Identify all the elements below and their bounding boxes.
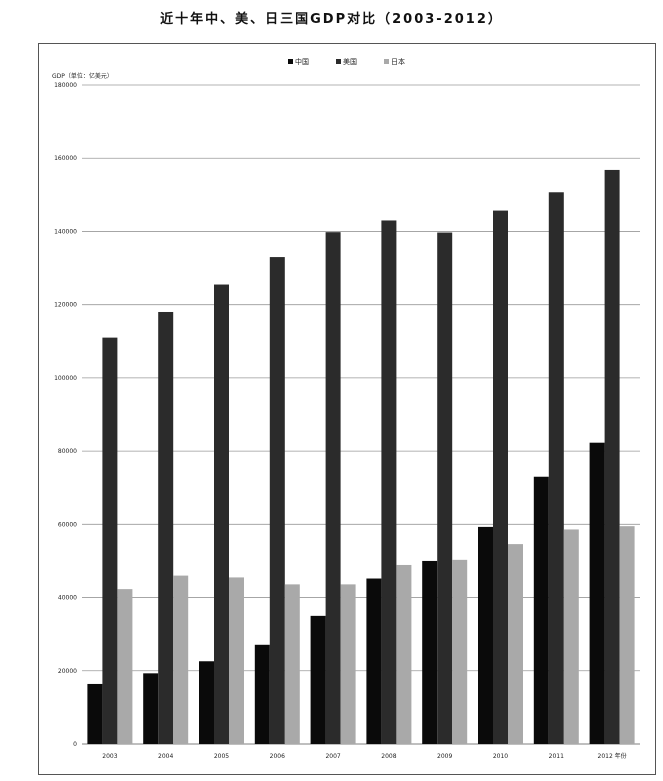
bar-中国-2009	[422, 560, 438, 744]
bar-美国-2007	[325, 232, 341, 744]
bar-日本-2008	[396, 564, 412, 744]
bar-中国-2006	[254, 644, 270, 744]
bar-日本-2011	[563, 529, 579, 744]
x-tick-label: 2012 年份	[598, 752, 627, 760]
bar-美国-2010	[493, 210, 508, 744]
bar-美国-2004	[158, 311, 174, 744]
bar-美国-2005	[214, 284, 229, 744]
x-tick-label: 2010	[493, 753, 508, 760]
bar-日本-2009	[452, 559, 468, 744]
bar-中国-2008	[366, 578, 382, 744]
bar-中国-2004	[143, 673, 159, 744]
bar-日本-2006	[284, 584, 300, 744]
bar-美国-2008	[381, 220, 397, 744]
x-tick-label: 2008	[381, 753, 396, 760]
y-tick-label: 180000	[54, 82, 77, 89]
y-tick-label: 60000	[58, 521, 77, 528]
y-tick-label: 140000	[54, 228, 77, 235]
bars	[87, 169, 635, 745]
legend-label-日本: 日本	[391, 57, 405, 66]
x-tick-label: 2003	[102, 753, 117, 760]
legend: 中国 美国 日本	[288, 57, 405, 66]
x-tick-label: 2007	[325, 753, 340, 760]
bar-中国-2011	[533, 476, 549, 744]
chart-title: 近十年中、美、日三国GDP对比（2003-2012）	[160, 12, 503, 27]
x-tick-label: 2005	[214, 753, 229, 760]
y-tick-label: 20000	[58, 668, 77, 675]
bar-日本-2012	[619, 526, 635, 744]
bar-中国-2010	[478, 526, 493, 744]
x-tick-label: 2009	[437, 753, 452, 760]
bar-中国-2005	[199, 661, 214, 744]
y-tick-label: 80000	[58, 448, 77, 455]
bar-日本-2007	[340, 584, 356, 744]
legend-swatch-美国	[336, 59, 341, 64]
bar-日本-2005	[229, 577, 244, 744]
chart-frame	[38, 43, 656, 775]
bar-中国-2007	[310, 615, 326, 744]
y-tick-label: 160000	[54, 155, 77, 162]
x-tick-label: 2006	[270, 753, 285, 760]
y-axis-label: GDP（单位：亿美元）	[52, 72, 113, 80]
legend-label-美国: 美国	[343, 57, 357, 66]
x-tick-labels: 2003 2004 2005 2006 2007 2008 2009 2010 2011 2012…	[102, 752, 626, 760]
y-tick-label: 100000	[54, 375, 77, 382]
x-tick-label: 2011	[549, 753, 564, 760]
bar-美国-2012	[604, 169, 620, 745]
y-tick-label: 40000	[58, 595, 77, 602]
bar-日本-2010	[508, 544, 523, 744]
legend-swatch-日本	[384, 59, 389, 64]
bar-日本-2003	[117, 589, 133, 744]
legend-swatch-中国	[288, 59, 293, 64]
x-tick-label: 2004	[158, 753, 173, 760]
bar-美国-2003	[102, 337, 118, 744]
bar-美国-2006	[269, 257, 285, 744]
bar-美国-2009	[437, 232, 453, 744]
bar-中国-2012	[589, 442, 605, 744]
legend-label-中国: 中国	[295, 57, 309, 66]
y-tick-labels: 0 20000 40000 60000 80000 100000 120000 140000 1…	[54, 82, 77, 748]
bar-美国-2011	[548, 192, 564, 744]
bar-日本-2004	[173, 575, 189, 744]
y-tick-label: 0	[73, 741, 77, 748]
y-tick-label: 120000	[54, 302, 77, 309]
bar-中国-2003	[87, 683, 103, 744]
